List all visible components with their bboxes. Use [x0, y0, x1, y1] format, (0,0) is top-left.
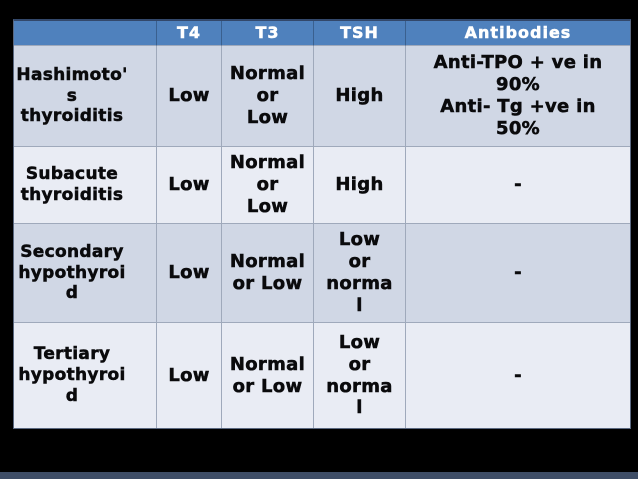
cell-tertiary-t3: Normal or Low [222, 323, 314, 428]
row-label-tertiary: Tertiary hypothyroi d [14, 323, 157, 428]
cell-secondary-antibodies: - [406, 224, 630, 323]
cell-hashimoto-antibodies: Anti-TPO + ve in 90% Anti- Tg +ve in 50% [406, 46, 630, 147]
header-cell-t3: T3 [222, 21, 314, 46]
row-label-subacute: Subacute thyroiditis [14, 147, 157, 224]
cell-tertiary-t4: Low [157, 323, 222, 428]
header-cell-empty [14, 21, 157, 46]
row-label-secondary: Secondary hypothyroi d [14, 224, 157, 323]
cell-hashimoto-tsh: High [314, 46, 406, 147]
header-cell-tsh: TSH [314, 21, 406, 46]
cell-secondary-tsh: Low or norma l [314, 224, 406, 323]
cell-subacute-t3: Normal or Low [222, 147, 314, 224]
header-cell-t4: T4 [157, 21, 222, 46]
cell-tertiary-antibodies: - [406, 323, 630, 428]
thyroid-comparison-table: T4 T3 TSH Antibodies Hashimoto' s thyroi… [13, 19, 631, 429]
cell-subacute-tsh: High [314, 147, 406, 224]
cell-subacute-antibodies: - [406, 147, 630, 224]
cell-tertiary-tsh: Low or norma l [314, 323, 406, 428]
cell-hashimoto-t4: Low [157, 46, 222, 147]
header-cell-antibodies: Antibodies [406, 21, 630, 46]
cell-secondary-t3: Normal or Low [222, 224, 314, 323]
slide-bottom-strip [0, 472, 638, 479]
cell-secondary-t4: Low [157, 224, 222, 323]
cell-hashimoto-t3: Normal or Low [222, 46, 314, 147]
cell-subacute-t4: Low [157, 147, 222, 224]
row-label-hashimoto: Hashimoto' s thyroiditis [14, 46, 157, 147]
